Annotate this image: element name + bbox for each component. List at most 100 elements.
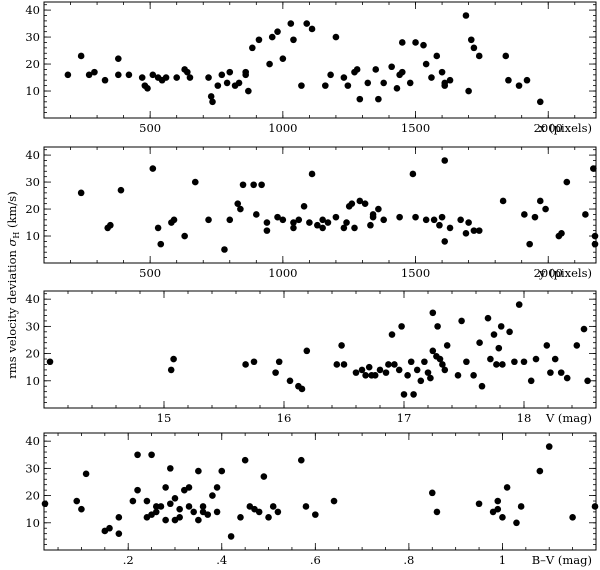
data-point <box>85 71 93 79</box>
data-point <box>186 74 194 81</box>
data-point <box>356 197 364 205</box>
data-point <box>185 484 193 491</box>
data-point <box>115 530 123 537</box>
data-point <box>476 339 483 346</box>
data-point <box>226 216 234 224</box>
data-point <box>157 503 165 510</box>
data-point <box>412 213 419 221</box>
data-point <box>324 219 332 226</box>
data-point <box>162 516 169 524</box>
data-point <box>545 443 553 450</box>
data-point <box>250 358 258 366</box>
data-point <box>214 82 222 89</box>
data-point <box>380 79 387 87</box>
data-point <box>269 503 277 510</box>
data-point <box>398 323 405 330</box>
data-point <box>340 74 348 81</box>
data-point <box>287 20 295 27</box>
data-point <box>376 366 384 374</box>
data-point <box>106 524 113 532</box>
data-point <box>77 52 85 60</box>
data-point <box>351 224 358 232</box>
data-point <box>213 484 221 491</box>
y-tick-label: 40 <box>25 148 40 162</box>
data-point <box>580 325 588 333</box>
data-point <box>364 79 372 87</box>
data-point <box>319 224 326 232</box>
data-point <box>497 323 505 330</box>
data-point <box>308 25 316 33</box>
data-point <box>547 369 554 376</box>
data-point <box>356 95 364 103</box>
data-point <box>242 71 249 79</box>
data-point <box>327 71 334 79</box>
data-point <box>170 216 178 224</box>
y-tick-label: 20 <box>25 347 40 361</box>
data-point <box>398 39 406 46</box>
data-point <box>369 211 377 218</box>
data-point <box>167 465 174 472</box>
data-point <box>250 181 257 189</box>
data-point <box>286 377 294 385</box>
data-point <box>134 451 141 459</box>
data-point <box>352 369 360 376</box>
data-point <box>502 52 510 60</box>
data-point <box>322 82 329 89</box>
data-point <box>41 500 49 508</box>
panel-x-pixels: 500 1000 1500 2000 10 20 30 40 x (pixels) <box>25 1 597 135</box>
data-point <box>242 361 249 368</box>
data-point <box>300 203 308 210</box>
x-tick-label: 1000 <box>268 266 297 280</box>
x-tick-label: .4 <box>216 553 227 567</box>
data-point <box>239 181 247 189</box>
data-point <box>279 216 287 224</box>
data-point <box>494 505 502 513</box>
data-point <box>429 309 437 317</box>
data-point <box>144 85 151 92</box>
y-tick-label: 30 <box>25 30 40 44</box>
data-point <box>396 213 403 221</box>
data-point <box>125 71 133 79</box>
data-point <box>77 189 85 197</box>
data-point <box>263 219 271 226</box>
x-tick-label: 500 <box>139 121 161 135</box>
data-point <box>330 497 338 505</box>
data-point <box>338 342 345 349</box>
data-point <box>436 221 443 229</box>
data-point <box>475 52 483 60</box>
data-point <box>439 361 446 368</box>
data-point <box>266 60 273 68</box>
data-point <box>361 200 369 207</box>
data-point <box>268 33 276 41</box>
data-point <box>176 505 183 513</box>
data-point <box>340 224 348 232</box>
data-point <box>314 221 321 229</box>
data-point <box>422 216 430 224</box>
data-point <box>170 355 177 363</box>
data-point <box>274 28 281 35</box>
data-point <box>290 219 297 226</box>
data-point <box>157 240 165 248</box>
data-point <box>436 355 444 363</box>
x-axis-label: y (pixels) <box>538 266 592 280</box>
data-point <box>205 74 212 81</box>
data-point <box>433 52 441 60</box>
data-point <box>332 213 340 221</box>
data-point <box>115 71 122 79</box>
data-point <box>241 456 249 464</box>
data-point <box>563 374 571 382</box>
data-point <box>358 366 366 374</box>
data-point <box>462 230 470 237</box>
y-tick-label: 20 <box>25 489 40 503</box>
data-point <box>319 216 326 224</box>
data-point <box>332 33 340 41</box>
data-point <box>162 74 170 81</box>
data-point <box>382 369 390 376</box>
data-point <box>167 500 174 508</box>
data-point <box>410 391 417 398</box>
plot-frame <box>43 1 597 119</box>
data-point <box>438 68 446 76</box>
data-point <box>430 216 438 224</box>
data-point <box>235 79 243 87</box>
